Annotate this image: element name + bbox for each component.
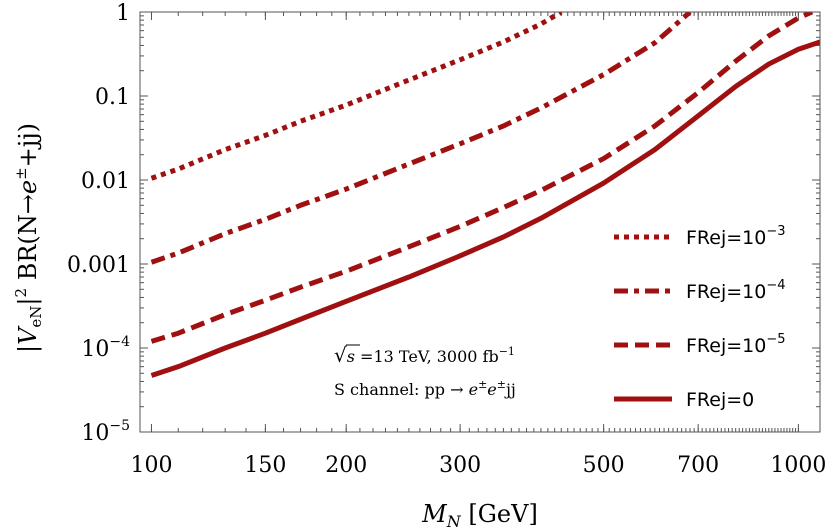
y-tick-label: 10−4 (81, 334, 130, 362)
annotation: √s =13 TeV, 3000 fb−1 S channel: pp → e±… (334, 343, 516, 399)
y-axis-title: |VeN|2 BR(N→e±+jj) (12, 123, 45, 353)
legend-item-frej-0: FRej=0 (614, 389, 754, 411)
x-tick-label: 100 (130, 453, 172, 478)
series-frej-0-line (150, 39, 820, 378)
legend-label: FRej=0 (686, 389, 754, 411)
x-tick-label: 700 (677, 453, 719, 478)
legend-label: FRej=10−4 (686, 278, 786, 303)
legend-label: FRej=10−3 (686, 224, 786, 249)
y-tick-label: 0.01 (81, 169, 130, 194)
legend-item-frej-1e-3: FRej=10−3 (614, 224, 786, 249)
x-tick-label: 200 (325, 453, 367, 478)
y-tick-label: 0.001 (67, 253, 130, 278)
x-tick-label: 500 (583, 453, 625, 478)
legend: FRej=10−3 FRej=10−4 FRej=10−5 FRej=0 (614, 224, 786, 411)
series-frej-1e-5-line (150, 12, 814, 344)
series-layer (150, 12, 820, 378)
x-tick-label: 300 (439, 453, 481, 478)
legend-label: FRej=10−5 (686, 332, 786, 357)
plot-frame (139, 11, 821, 433)
series-frej-1e-3-line (150, 12, 563, 181)
legend-item-frej-1e-5: FRej=10−5 (614, 332, 786, 357)
y-tick-label: 1 (116, 1, 130, 26)
series-frej-1e-4-line (150, 12, 692, 265)
ticks-layer: 100 150 200 300 500 700 1000 1 0.1 0.01 0.001 10−4 1… (67, 1, 826, 478)
x-tick-label: 1000 (770, 453, 826, 478)
x-tick-label: 150 (244, 453, 286, 478)
y-tick-label: 10−5 (81, 418, 130, 446)
x-axis-title: MN [GeV] (421, 500, 538, 530)
annotation-line-1: √s =13 TeV, 3000 fb−1 (334, 343, 515, 367)
legend-item-frej-1e-4: FRej=10−4 (614, 278, 786, 303)
y-tick-label: 0.1 (95, 85, 130, 110)
annotation-line-2: S channel: pp → e±e±jj (334, 378, 516, 399)
